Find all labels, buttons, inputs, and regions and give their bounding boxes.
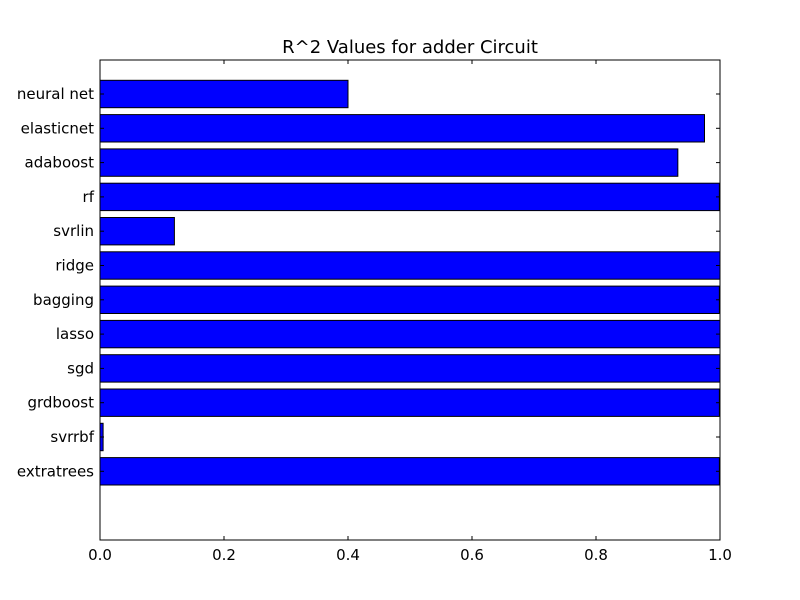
bar-lasso xyxy=(99,319,721,349)
x-tick-label: 0.0 xyxy=(88,546,112,564)
x-tick-label: 0.4 xyxy=(336,546,360,564)
bar-neural-net xyxy=(99,79,349,109)
x-tick-label: 1.0 xyxy=(708,546,732,564)
bar-adaboost xyxy=(99,148,679,177)
plot-frame xyxy=(99,59,721,541)
y-tick-label: extratrees xyxy=(17,462,94,480)
y-tick-label: rf xyxy=(83,188,95,206)
bar-extratrees xyxy=(99,457,720,486)
bar-bagging xyxy=(99,285,720,315)
y-tick-label: svrrbf xyxy=(50,428,94,446)
y-tick-label: svrlin xyxy=(53,222,94,240)
y-ticks-group: neural net elasticnet adaboost rf svrlin ridg… xyxy=(17,85,720,480)
y-tick-label: neural net xyxy=(17,85,94,103)
bar-elasticnet xyxy=(99,114,705,143)
y-tick-label: lasso xyxy=(56,325,94,343)
x-tick-label: 0.6 xyxy=(460,546,484,564)
bar-rf xyxy=(99,182,720,212)
bar-grdboost xyxy=(99,388,720,417)
x-ticks-group: 0.0 0.2 0.4 0.6 0.8 1.0 xyxy=(88,60,732,564)
y-tick-label: ridge xyxy=(55,257,94,275)
y-tick-label: elasticnet xyxy=(21,119,94,137)
x-tick-label: 0.8 xyxy=(584,546,608,564)
y-tick-label: sgd xyxy=(67,359,94,377)
chart-title: R^2 Values for adder Circuit xyxy=(282,37,538,58)
y-tick-label: bagging xyxy=(33,291,94,309)
bars-group xyxy=(99,79,721,486)
bar-svrlin xyxy=(99,217,175,246)
bar-sgd xyxy=(99,354,721,383)
y-tick-label: adaboost xyxy=(25,154,95,172)
y-tick-label: grdboost xyxy=(27,394,94,412)
bar-ridge xyxy=(99,251,721,280)
x-tick-label: 0.2 xyxy=(212,546,236,564)
